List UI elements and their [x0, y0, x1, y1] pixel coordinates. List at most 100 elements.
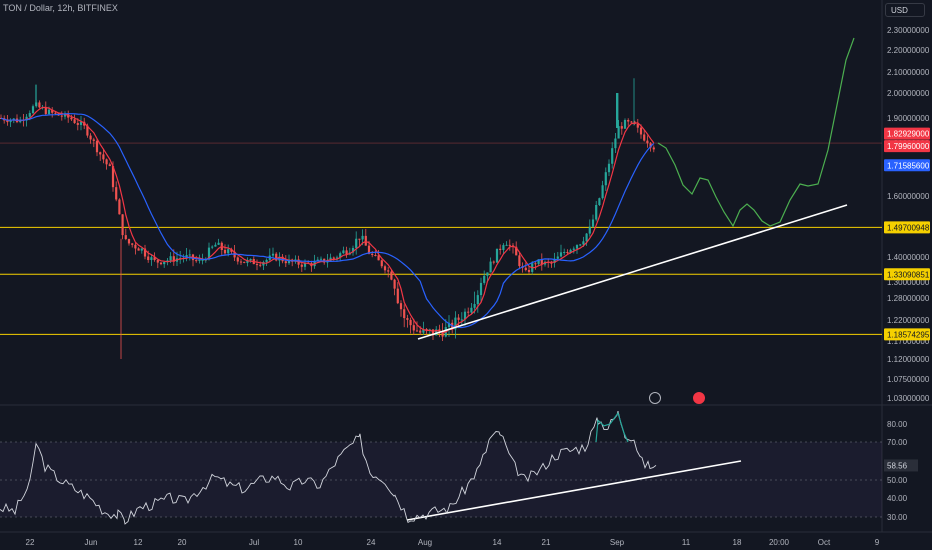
- candle-body: [559, 252, 563, 257]
- candle-body: [342, 250, 345, 254]
- candle-body: [166, 260, 169, 262]
- candle-body: [569, 249, 572, 253]
- price-label: 1.49700948: [887, 223, 930, 232]
- price-label-box: [884, 127, 930, 140]
- candle-body: [172, 256, 175, 262]
- price-tick-label: 1.17000000: [887, 337, 930, 346]
- candle-body: [99, 152, 102, 155]
- candle-body: [492, 261, 495, 263]
- candle-body: [377, 255, 380, 261]
- candle-body: [115, 187, 118, 200]
- candle-body: [316, 259, 319, 261]
- candle-body: [89, 135, 92, 140]
- candle-body: [211, 246, 214, 248]
- price-tick-label: 1.90000000: [887, 114, 930, 123]
- candle-body: [134, 244, 137, 249]
- candle-body: [70, 117, 73, 120]
- candle-body: [403, 309, 406, 319]
- rsi-line: [0, 410, 657, 525]
- candle-body: [508, 244, 511, 246]
- candle-body: [63, 113, 67, 117]
- candle-body: [239, 261, 243, 263]
- candle-body: [108, 164, 111, 167]
- candle-body: [345, 250, 348, 255]
- candle-body: [393, 279, 396, 289]
- candle-body: [588, 226, 591, 234]
- candle-body: [137, 248, 140, 251]
- time-tick-label: 21: [542, 538, 551, 547]
- candle-body: [195, 260, 198, 262]
- candle-body: [454, 317, 457, 330]
- candle-body: [630, 121, 633, 123]
- candle-body: [243, 261, 246, 263]
- candle-body: [460, 319, 463, 321]
- time-tick-label: Jul: [249, 538, 259, 547]
- candle-body: [409, 319, 412, 326]
- candle-body: [284, 261, 287, 264]
- candle-body: [361, 235, 364, 240]
- candle-body: [591, 219, 595, 227]
- candle-body: [303, 262, 307, 267]
- price-tick-label: 1.22000000: [887, 316, 930, 325]
- candle-body: [483, 275, 486, 283]
- candle-body: [643, 134, 646, 141]
- candle-body: [121, 214, 124, 236]
- price-label-box: [884, 221, 930, 234]
- candle-body: [604, 172, 607, 186]
- candle-body: [217, 242, 220, 245]
- candle-body: [28, 113, 31, 117]
- candle-body: [553, 258, 556, 263]
- candle-body: [201, 259, 204, 261]
- candle-body: [396, 288, 399, 304]
- time-tick-label: 24: [367, 538, 376, 547]
- candle-body: [92, 139, 95, 141]
- candle-body: [351, 247, 355, 253]
- candle-body: [566, 251, 569, 253]
- candle-body: [380, 260, 383, 267]
- candle-body: [607, 163, 611, 173]
- price-label-box: [884, 328, 930, 341]
- candle-body: [246, 260, 249, 263]
- time-tick-label: Sep: [610, 538, 625, 547]
- candle-body: [223, 249, 227, 254]
- candle-body: [419, 330, 422, 333]
- candle-body: [406, 318, 409, 320]
- candle-body: [287, 259, 291, 264]
- candle-body: [131, 243, 134, 245]
- price-label: 1.82929000: [887, 130, 930, 139]
- candle-body: [265, 259, 268, 263]
- price-tick-label: 1.07500000: [887, 375, 930, 384]
- candle-body: [73, 119, 76, 124]
- candle-body: [159, 262, 163, 265]
- candle-body: [230, 249, 233, 252]
- candle-body: [502, 245, 505, 250]
- candle-body: [572, 248, 575, 250]
- currency-button[interactable]: USD: [885, 3, 925, 17]
- candle-body: [169, 256, 172, 261]
- candle-body: [339, 253, 342, 258]
- rsi-trendline: [406, 460, 742, 521]
- candle-body: [262, 262, 265, 266]
- candle-body: [156, 260, 159, 263]
- candle-body: [38, 102, 41, 108]
- candle-body: [140, 248, 143, 251]
- time-tick-label: 11: [682, 538, 691, 547]
- candle-body: [636, 124, 639, 128]
- rsi-overbought-segment: [595, 411, 629, 443]
- candle-body: [259, 264, 262, 266]
- event-marker-icon: [649, 392, 661, 404]
- candle-body: [54, 112, 57, 114]
- candle-body: [550, 262, 553, 264]
- candle-body: [47, 109, 51, 115]
- candle-body: [505, 244, 508, 246]
- candle-body: [207, 247, 211, 260]
- candle-body: [387, 270, 390, 272]
- candle-body: [111, 166, 115, 188]
- candle-body: [422, 329, 425, 333]
- candle-body: [44, 107, 47, 115]
- candle-body: [76, 123, 79, 125]
- candle-body: [31, 106, 35, 114]
- candle-body: [467, 311, 470, 313]
- rsi-tick-label: 40.00: [887, 494, 908, 503]
